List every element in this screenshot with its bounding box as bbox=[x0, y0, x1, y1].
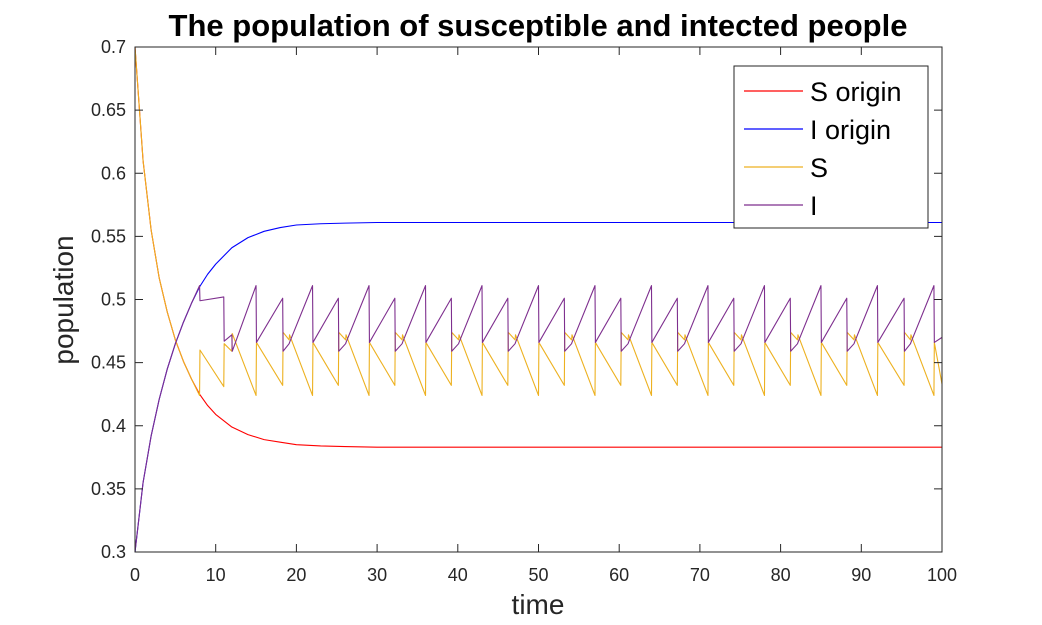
chart-title: The population of susceptible and intect… bbox=[169, 8, 908, 43]
y-tick-label: 0.4 bbox=[101, 416, 126, 436]
x-tick-label: 90 bbox=[851, 565, 871, 585]
x-tick-label: 0 bbox=[130, 565, 140, 585]
x-tick-label: 70 bbox=[690, 565, 710, 585]
y-tick-label: 0.7 bbox=[101, 37, 126, 57]
series-line-s bbox=[134, 46, 943, 397]
x-tick-label: 40 bbox=[448, 565, 468, 585]
y-axis-label: population bbox=[48, 235, 79, 364]
x-tick-label: 10 bbox=[206, 565, 226, 585]
x-tick-label: 30 bbox=[367, 565, 387, 585]
legend-entry-label: I origin bbox=[810, 115, 891, 145]
y-tick-label: 0.45 bbox=[91, 353, 126, 373]
x-tick-label: 50 bbox=[528, 565, 548, 585]
x-tick-label: 20 bbox=[286, 565, 306, 585]
legend-box bbox=[733, 65, 929, 229]
y-tick-label: 0.35 bbox=[91, 479, 126, 499]
legend: S origin I origin SI bbox=[733, 65, 929, 229]
x-tick-label: 80 bbox=[771, 565, 791, 585]
series-line-i bbox=[134, 285, 943, 553]
x-tick-label: 100 bbox=[927, 565, 957, 585]
y-tick-label: 0.3 bbox=[101, 542, 126, 562]
legend-entry-label: S bbox=[810, 153, 828, 183]
y-tick-label: 0.5 bbox=[101, 290, 126, 310]
y-tick-label: 0.65 bbox=[91, 100, 126, 120]
legend-entry-label: S origin bbox=[810, 77, 902, 107]
x-axis-label: time bbox=[512, 589, 565, 620]
y-tick-label: 0.55 bbox=[91, 226, 126, 246]
x-tick-label: 60 bbox=[609, 565, 629, 585]
legend-entry-label: I bbox=[810, 191, 818, 221]
y-tick-label: 0.6 bbox=[101, 163, 126, 183]
ticks-layer: 0 10 20 30 40 50 60 70 80 90 100 0.3 0.35 0.4 0.45 0.5 0… bbox=[91, 37, 957, 585]
series-layer bbox=[134, 46, 943, 553]
